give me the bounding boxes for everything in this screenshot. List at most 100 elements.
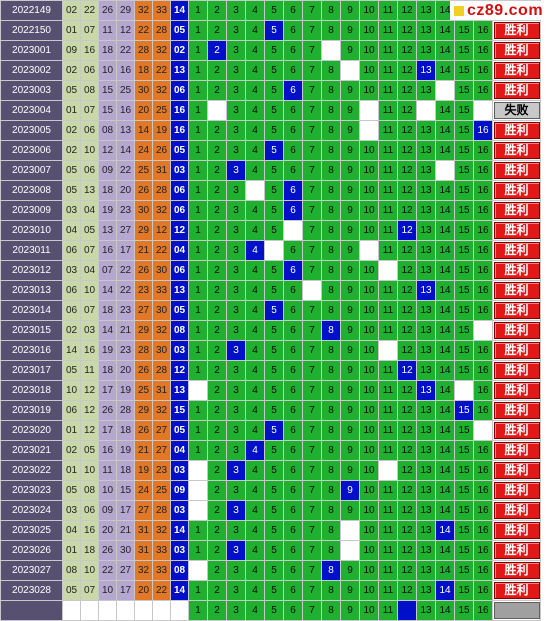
blue-distribution-cell: 2 (207, 120, 227, 141)
red-number-cell: 22 (116, 40, 135, 61)
blue-distribution-cell: 11 (378, 0, 398, 21)
blue-distribution-cell: 13 (416, 160, 436, 181)
blue-distribution-cell: 14 (435, 440, 455, 461)
table-row: 2023004 01 07 15 16 20 25 16 1 2 3 4 5 6 7 8 9 10 11 12 13 14… (0, 100, 541, 121)
red-number-cell: 03 (62, 200, 81, 221)
blue-distribution-cell: 16 (473, 260, 493, 281)
blue-distribution-cell: 13 (416, 220, 436, 241)
blue-distribution-cell: 2 (207, 300, 227, 321)
table-row: 2023026 01 18 26 30 31 33 03 1 2 3 4 5 6 7 8 9 10 11 12 13 14… (0, 540, 541, 561)
blue-distribution-cell: 13 (416, 440, 436, 461)
blue-distribution-cell: 2 (207, 160, 227, 181)
blue-distribution-cell: 6 (283, 20, 303, 41)
red-number-cell: 14 (98, 280, 117, 301)
blue-distribution-cell: 8 (321, 140, 341, 161)
red-number-cell: 28 (116, 400, 135, 421)
table-row: 2023027 08 10 22 27 32 33 08 1 2 3 4 5 6 7 8 9 10 11 12 13 14… (0, 560, 541, 581)
blue-distribution-cell: 9 (340, 280, 360, 301)
red-number-cell: 28 (134, 340, 153, 361)
win-badge: 胜利 (493, 181, 540, 199)
blue-distribution-cell: 12 (397, 0, 417, 21)
blue-distribution-cell: 10 (359, 40, 379, 61)
red-number-cell: 18 (116, 420, 135, 441)
table-row: 2023008 05 13 18 20 26 28 06 1 2 3 4 5 6 7 8 9 10 11 12 13 14… (0, 180, 541, 201)
blue-distribution-cell: 14 (435, 80, 455, 101)
blue-distribution-cell: 9 (340, 120, 360, 141)
blue-distribution-cell: 9 (340, 160, 360, 181)
red-number-cell: 06 (62, 400, 81, 421)
blue-distribution-cell: 15 (454, 300, 474, 321)
red-number-cell: 28 (134, 40, 153, 61)
result-cell: 胜利 (492, 360, 541, 381)
red-number-cell: 30 (152, 300, 171, 321)
red-number-cell: 05 (80, 220, 99, 241)
blue-distribution-cell: 10 (359, 360, 379, 381)
blue-distribution-cell: 8 (321, 320, 341, 341)
blue-distribution-cell: 11 (378, 460, 398, 481)
red-number-cell: 07 (98, 260, 117, 281)
blue-distribution-cell: 3 (226, 580, 246, 601)
red-number-cell: 26 (98, 400, 117, 421)
blue-distribution-cell: 8 (321, 160, 341, 181)
win-badge: 胜利 (493, 201, 540, 219)
blue-distribution-cell: 13 (416, 260, 436, 281)
red-number-cell: 20 (134, 580, 153, 601)
red-number-cell: 03 (62, 500, 81, 521)
blue-distribution-cell: 11 (378, 360, 398, 381)
red-number-cell: 15 (116, 480, 135, 501)
blue-distribution-cell: 15 (454, 460, 474, 481)
blue-distribution-cell: 10 (359, 440, 379, 461)
blue-distribution-cell: 4 (245, 200, 265, 221)
blue-distribution-cell: 2 (207, 280, 227, 301)
red-number-cell: 05 (62, 80, 81, 101)
blue-distribution-cell: 10 (359, 140, 379, 161)
red-number-cell: 28 (152, 500, 171, 521)
blue-distribution-cell: 13 (416, 560, 436, 581)
red-number-cell: 10 (98, 480, 117, 501)
blue-distribution-cell: 7 (302, 180, 322, 201)
blue-distribution-cell: 8 (321, 180, 341, 201)
blue-distribution-cell: 10 (359, 120, 379, 141)
red-number-cell: 18 (80, 540, 99, 561)
red-number-cell: 17 (116, 500, 135, 521)
blue-distribution-cell: 16 (473, 160, 493, 181)
blue-distribution-cell: 13 (416, 600, 436, 621)
blue-distribution-cell: 12 (397, 180, 417, 201)
blue-distribution-cell: 5 (264, 460, 284, 481)
blue-distribution-cell: 15 (454, 140, 474, 161)
period-cell: 2023003 (0, 80, 63, 101)
site-logo[interactable]: cz89.com (450, 1, 549, 20)
period-cell: 2023020 (0, 420, 63, 441)
blue-distribution-cell: 9 (340, 520, 360, 541)
blue-distribution-cell: 11 (378, 420, 398, 441)
blue-distribution-cell: 9 (340, 240, 360, 261)
blue-distribution-cell: 16 (473, 180, 493, 201)
blue-distribution-cell: 2 (207, 580, 227, 601)
result-cell: 胜利 (492, 120, 541, 141)
red-number-cell: 07 (80, 100, 99, 121)
table-row: 2023013 06 10 14 22 23 33 13 1 2 3 4 5 6 7 8 9 10 11 12 13 14… (0, 280, 541, 301)
blue-distribution-cell: 14 (435, 560, 455, 581)
red-number-cell: 33 (152, 280, 171, 301)
blue-distribution-cell: 2 (207, 560, 227, 581)
red-number-cell: 08 (80, 80, 99, 101)
win-badge: 胜利 (493, 561, 540, 579)
table-row: 2023010 04 05 13 27 29 12 12 1 2 3 4 5 6 7 8 9 10 11 12 13 14… (0, 220, 541, 241)
blue-distribution-cell: 13 (416, 60, 436, 81)
blue-distribution-cell: 13 (416, 360, 436, 381)
logo-square-icon (454, 5, 464, 16)
blue-distribution-cell: 13 (416, 120, 436, 141)
blue-distribution-cell: 11 (378, 120, 398, 141)
blue-distribution-cell: 1 (188, 40, 208, 61)
red-number-cell: 14 (98, 320, 117, 341)
blue-distribution-cell: 12 (397, 100, 417, 121)
red-number-cell: 06 (80, 60, 99, 81)
blue-distribution-cell: 4 (245, 600, 265, 621)
blue-distribution-cell: 16 (473, 560, 493, 581)
red-number-cell: 29 (134, 320, 153, 341)
blue-distribution-cell: 7 (302, 280, 322, 301)
blue-distribution-cell: 6 (283, 520, 303, 541)
blue-distribution-cell: 5 (264, 400, 284, 421)
period-cell: 2023013 (0, 280, 63, 301)
blue-distribution-cell: 11 (378, 160, 398, 181)
